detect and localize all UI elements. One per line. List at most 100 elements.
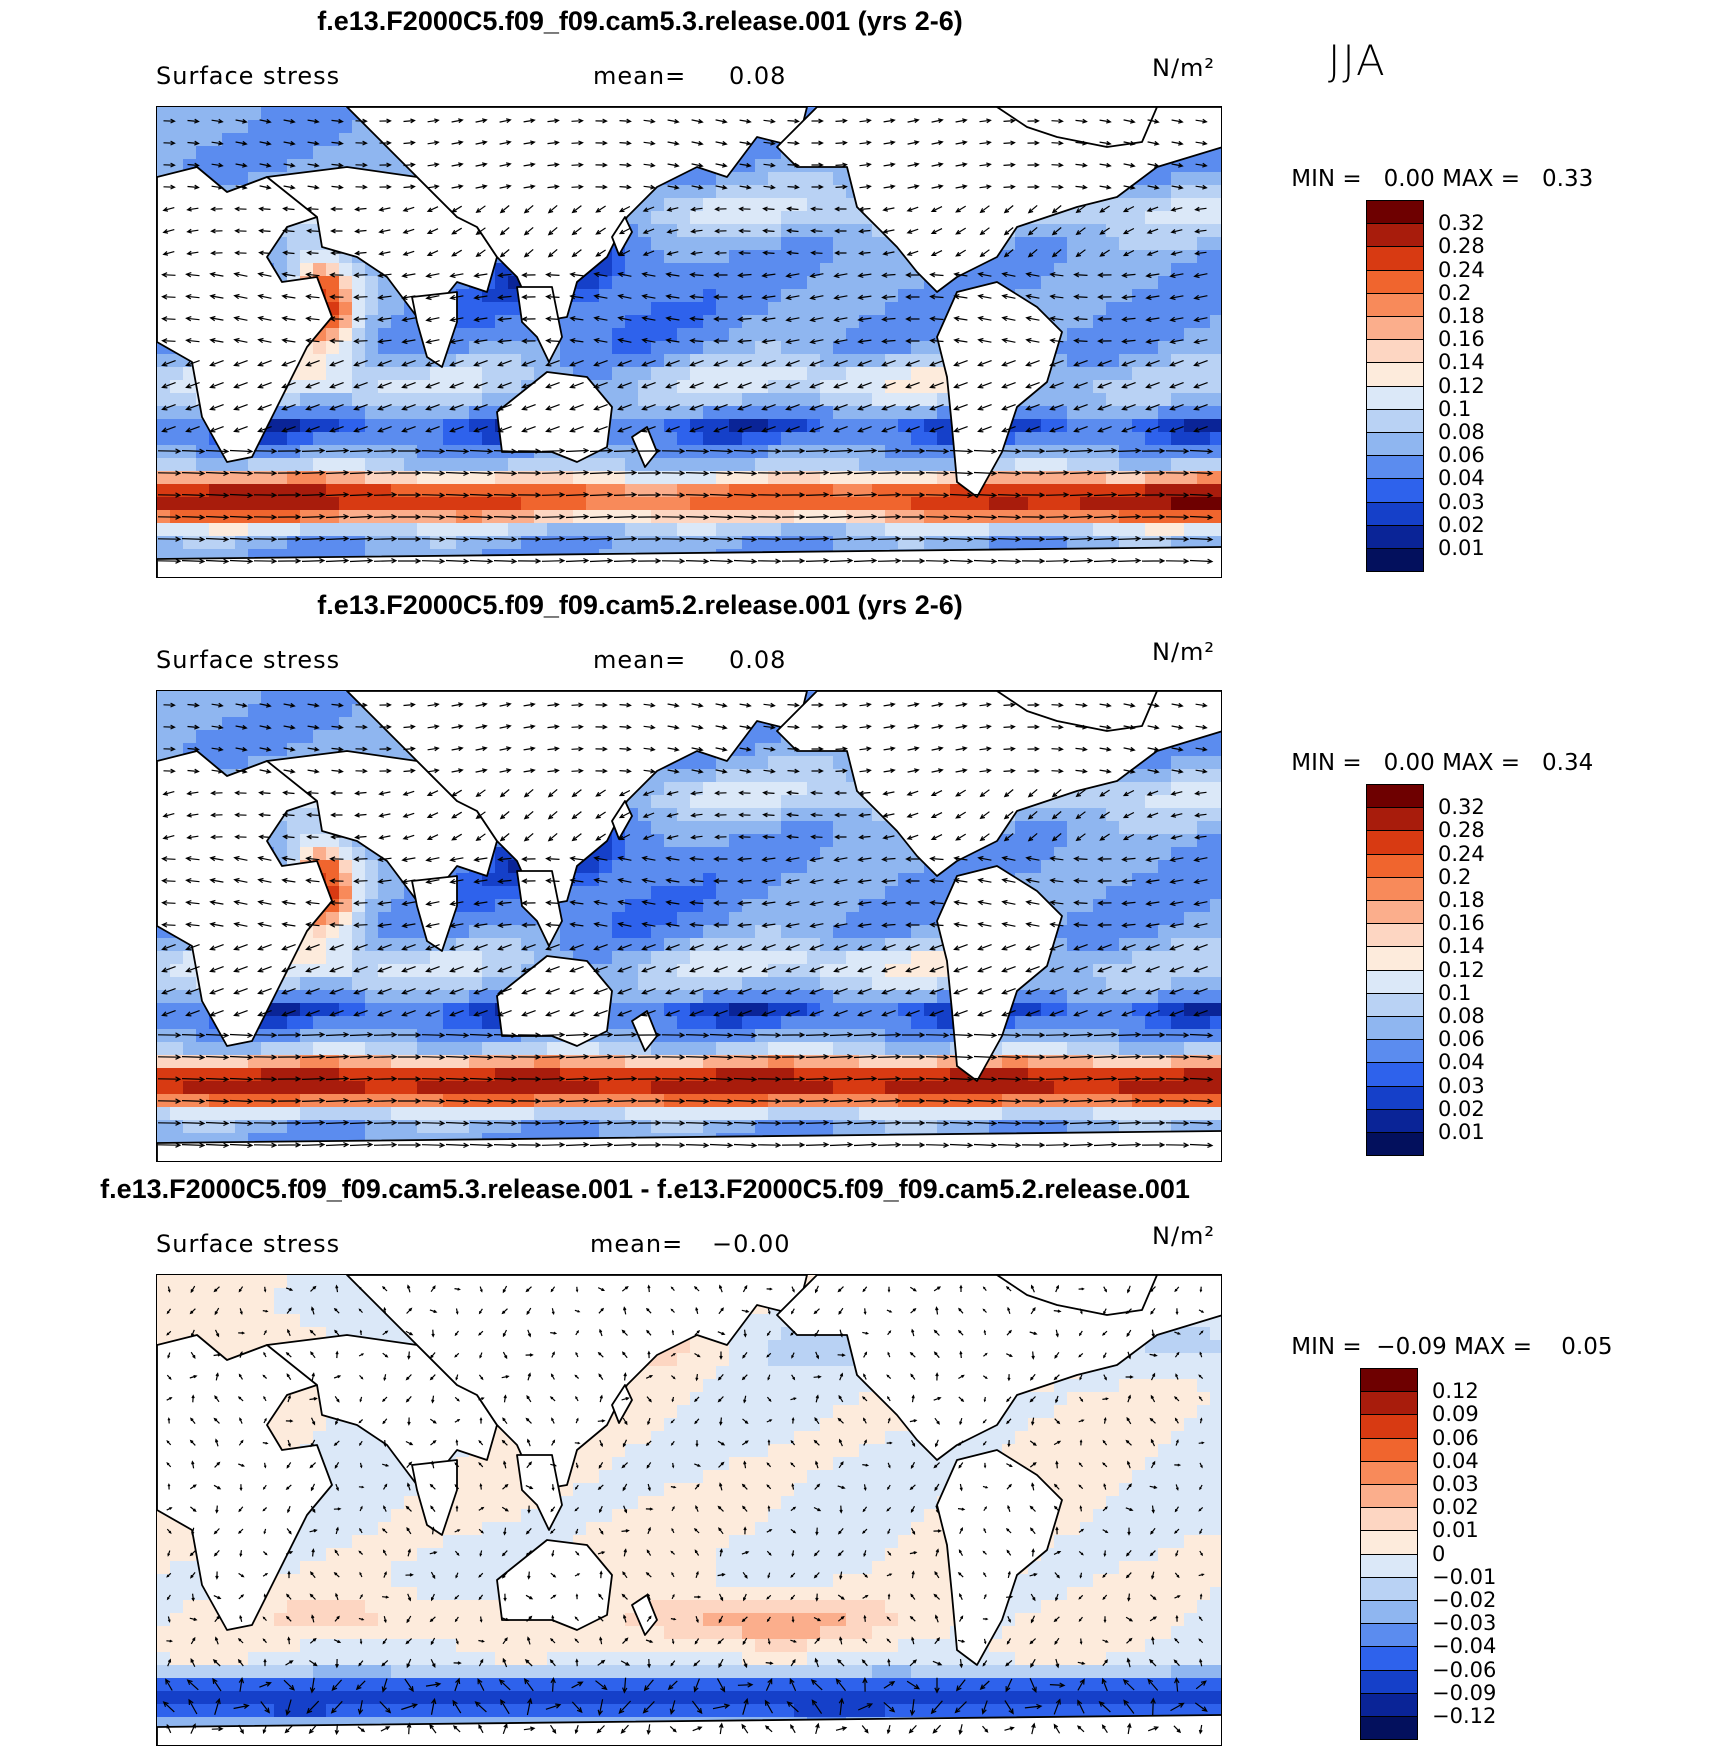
colorbar-swatch <box>1366 432 1424 457</box>
panel-difference: f.e13.F2000C5.f09_f09.cam5.3.release.001… <box>0 1168 1710 1748</box>
surface-stress-map <box>156 106 1222 578</box>
land-outline <box>631 1594 658 1636</box>
colorbar-tick-label: 0.06 <box>1432 1425 1479 1450</box>
colorbar-tick-label: 0.24 <box>1438 841 1485 866</box>
colorbar-tick-label: 0.08 <box>1438 1004 1485 1028</box>
colorbar-swatch <box>1366 1108 1424 1133</box>
colorbar-swatch <box>1360 1576 1418 1601</box>
colorbar-swatch <box>1360 1391 1418 1416</box>
colorbar-tick-label: −0.06 <box>1432 1657 1497 1682</box>
colorbar-swatch <box>1366 316 1424 341</box>
land-outline <box>776 691 1221 877</box>
colorbar-tick-label: 0.12 <box>1438 957 1485 982</box>
colorbar-tick-label: 0.18 <box>1438 304 1485 328</box>
colorbar-swatch <box>1360 1368 1418 1393</box>
colorbar-tick-label: 0.01 <box>1432 1518 1479 1543</box>
colorbar-tick-label: 0.2 <box>1438 280 1472 305</box>
colorbar-swatch <box>1366 292 1424 317</box>
colorbar-swatch <box>1366 269 1424 294</box>
max-label: MAX = <box>1454 1334 1533 1360</box>
land-outline <box>996 107 1158 148</box>
min-label: MIN = <box>1291 750 1362 776</box>
colorbar-swatch <box>1366 1085 1424 1110</box>
min-value: −0.09 <box>1376 1334 1447 1360</box>
land-outline <box>346 1275 808 1491</box>
colorbar-swatch <box>1366 548 1424 573</box>
land-outline <box>936 865 1063 1082</box>
colorbar-swatch <box>1360 1507 1418 1532</box>
colorbar-tick-label: 0.04 <box>1438 1050 1485 1075</box>
land-outline <box>996 1275 1158 1316</box>
units-label: N/m² <box>1152 638 1216 666</box>
colorbar-tick-label: 0.03 <box>1438 489 1485 514</box>
colorbar-swatch <box>1360 1646 1418 1671</box>
colorbar-tick-label: 0.09 <box>1432 1402 1479 1427</box>
colorbar-tick-label: −0.04 <box>1432 1634 1497 1659</box>
colorbar-tick-label: 0.16 <box>1438 911 1485 936</box>
colorbar-swatch <box>1360 1460 1418 1485</box>
map-field <box>157 691 1221 1161</box>
land-outline <box>496 371 613 463</box>
colorbar-swatch <box>1366 876 1424 901</box>
colorbar-tick-label: 0.1 <box>1438 396 1472 421</box>
land-outline <box>157 1714 1221 1745</box>
colorbar-swatch <box>1366 200 1424 225</box>
colorbar-swatch <box>1366 784 1424 809</box>
colorbar-swatch <box>1366 900 1424 925</box>
colorbar-tick-label: 0.03 <box>1438 1073 1485 1098</box>
colorbar-swatch <box>1366 992 1424 1017</box>
colorbar-tick-label: 0.01 <box>1438 536 1485 560</box>
colorbar-swatch <box>1366 455 1424 480</box>
land-outline <box>346 691 808 907</box>
colorbar-tick-label: 0.18 <box>1438 888 1485 912</box>
colorbar-swatch <box>1366 385 1424 410</box>
mean-label: mean= <box>593 62 687 90</box>
mean-value: −0.00 <box>712 1230 791 1258</box>
colorbar-swatch <box>1360 1669 1418 1694</box>
max-value: 0.34 <box>1542 750 1594 776</box>
panel-title: f.e13.F2000C5.f09_f09.cam5.3.release.001… <box>317 6 963 36</box>
panel-title: f.e13.F2000C5.f09_f09.cam5.2.release.001… <box>317 590 963 620</box>
colorbar-tick-label: 0 <box>1432 1541 1446 1566</box>
variable-label: Surface stress <box>156 62 341 90</box>
mean-value: 0.08 <box>729 62 787 90</box>
max-label: MAX = <box>1442 750 1521 776</box>
colorbar-tick-label: 0.02 <box>1438 512 1485 537</box>
colorbar-swatch <box>1366 246 1424 271</box>
panel-title: f.e13.F2000C5.f09_f09.cam5.3.release.001… <box>100 1174 1190 1204</box>
colorbar-tick-label: −0.01 <box>1432 1564 1497 1589</box>
colorbar-swatch <box>1360 1600 1418 1625</box>
land-outline <box>936 1449 1063 1666</box>
colorbar-swatch <box>1366 853 1424 878</box>
mean-value: 0.08 <box>729 646 787 674</box>
min-value: 0.00 <box>1383 166 1435 192</box>
colorbar-swatch <box>1366 1016 1424 1041</box>
colorbar-tick-label: 0.12 <box>1432 1379 1479 1404</box>
colorbar-tick-label: 0.16 <box>1438 327 1485 352</box>
variable-label: Surface stress <box>156 1230 341 1258</box>
mean-label: mean= <box>590 1230 684 1258</box>
colorbar-tick-label: 0.06 <box>1438 443 1485 468</box>
max-value: 0.05 <box>1561 1334 1613 1360</box>
land-outline <box>496 955 613 1047</box>
colorbar-swatch <box>1366 830 1424 855</box>
colorbar-tick-label: 0.32 <box>1438 795 1485 820</box>
colorbar-tick-label: 0.08 <box>1438 420 1485 444</box>
min-label: MIN = <box>1291 166 1362 192</box>
min-max-readout: MIN = 0.00 MAX = 0.34 <box>1262 724 1593 802</box>
colorbar-tick-label: 0.2 <box>1438 864 1472 889</box>
variable-label: Surface stress <box>156 646 341 674</box>
colorbar-tick-label: 0.24 <box>1438 257 1485 282</box>
land-outline <box>996 691 1158 732</box>
colorbar-tick-label: 0.04 <box>1432 1448 1479 1473</box>
colorbar-tick-label: −0.03 <box>1432 1611 1497 1636</box>
land-outline <box>411 1459 458 1536</box>
season-label: JJA <box>1328 36 1387 85</box>
colorbar-tick-label: 0.12 <box>1438 373 1485 398</box>
stress-vectors <box>157 118 1214 565</box>
surface-stress-map <box>156 690 1222 1162</box>
colorbar-tick-label: 0.02 <box>1438 1096 1485 1121</box>
land-outline <box>157 1130 1221 1161</box>
stress-vectors <box>162 1284 1208 1736</box>
colorbar-tick-label: 0.1 <box>1438 980 1472 1005</box>
